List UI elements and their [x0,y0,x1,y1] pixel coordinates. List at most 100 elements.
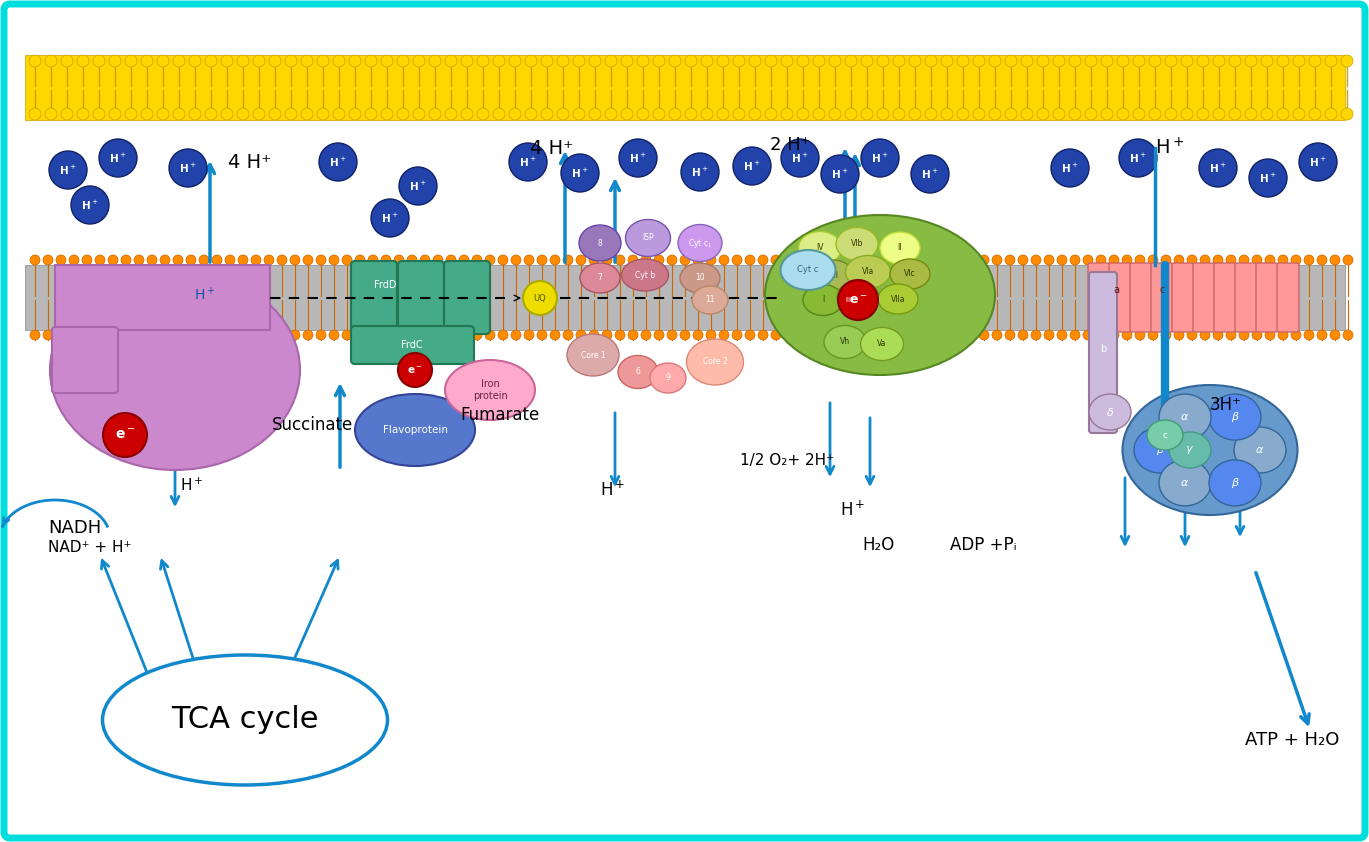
Text: Cyt b: Cyt b [635,270,654,280]
Ellipse shape [580,263,620,293]
FancyBboxPatch shape [350,326,474,364]
Circle shape [29,108,41,120]
Circle shape [1117,55,1129,67]
Ellipse shape [355,394,475,466]
Circle shape [301,108,314,120]
Circle shape [251,330,261,340]
Text: H$^+$: H$^+$ [409,179,427,193]
Circle shape [285,55,297,67]
Circle shape [1244,108,1257,120]
Text: FrdD: FrdD [374,280,396,290]
Circle shape [420,255,430,265]
Circle shape [268,55,281,67]
Circle shape [220,108,233,120]
Circle shape [1244,55,1257,67]
Circle shape [1197,108,1209,120]
Text: H$^+$: H$^+$ [691,165,709,179]
Text: VIIa: VIIa [891,295,905,303]
FancyBboxPatch shape [1151,263,1173,332]
Circle shape [1036,108,1049,120]
Circle shape [1181,108,1192,120]
Circle shape [290,255,300,265]
Circle shape [30,255,40,265]
Circle shape [780,139,819,177]
Circle shape [433,255,444,265]
Text: H$^+$: H$^+$ [1129,152,1147,164]
Text: H$^+$: H$^+$ [81,199,99,211]
Text: ISP: ISP [642,233,654,242]
Ellipse shape [1209,460,1261,506]
Circle shape [303,330,314,340]
Circle shape [732,55,745,67]
Circle shape [771,330,780,340]
Circle shape [1325,108,1338,120]
Circle shape [1265,330,1275,340]
Text: II: II [898,243,902,253]
Circle shape [550,330,560,340]
Circle shape [637,108,649,120]
Circle shape [619,139,657,177]
Circle shape [550,255,560,265]
Circle shape [845,55,857,67]
Circle shape [509,108,522,120]
Text: ATP + H₂O: ATP + H₂O [1244,731,1339,749]
Text: H$^+$: H$^+$ [1061,162,1079,174]
Ellipse shape [1088,394,1131,430]
Circle shape [1165,55,1177,67]
Circle shape [653,55,665,67]
Circle shape [186,330,196,340]
Circle shape [1175,330,1184,340]
Circle shape [541,55,553,67]
Text: c: c [1160,285,1165,295]
Circle shape [146,255,157,265]
Circle shape [493,55,505,67]
Circle shape [574,108,585,120]
Circle shape [1031,330,1040,340]
Text: 9: 9 [665,374,671,382]
Circle shape [749,108,761,120]
Circle shape [1101,55,1113,67]
Circle shape [1331,255,1340,265]
Circle shape [381,255,392,265]
Circle shape [1213,55,1225,67]
Circle shape [476,55,489,67]
Circle shape [813,55,826,67]
Circle shape [45,108,57,120]
Circle shape [953,330,962,340]
Circle shape [1309,55,1321,67]
Circle shape [719,330,730,340]
Ellipse shape [824,326,867,359]
Circle shape [973,108,986,120]
Text: FrdC: FrdC [401,340,423,350]
Circle shape [1249,159,1287,197]
Circle shape [1279,330,1288,340]
Circle shape [366,55,376,67]
Circle shape [56,330,66,340]
FancyBboxPatch shape [1235,263,1257,332]
Circle shape [557,108,570,120]
Text: 7: 7 [597,274,602,283]
Text: H$^+$: H$^+$ [921,168,939,180]
Circle shape [838,280,878,320]
Circle shape [1175,255,1184,265]
Circle shape [861,139,899,177]
Circle shape [1291,255,1301,265]
Circle shape [472,255,482,265]
Circle shape [523,281,557,315]
Circle shape [42,330,53,340]
Circle shape [589,255,600,265]
Circle shape [125,55,137,67]
Circle shape [1187,330,1197,340]
Circle shape [957,55,969,67]
Circle shape [861,55,873,67]
Circle shape [602,330,612,340]
Text: VIc: VIc [904,269,916,279]
Circle shape [329,330,340,340]
Circle shape [524,255,534,265]
Ellipse shape [813,260,853,290]
Text: $\beta$: $\beta$ [1155,443,1165,457]
Circle shape [1331,330,1340,340]
Circle shape [1292,108,1305,120]
Circle shape [784,330,794,340]
Circle shape [893,108,905,120]
